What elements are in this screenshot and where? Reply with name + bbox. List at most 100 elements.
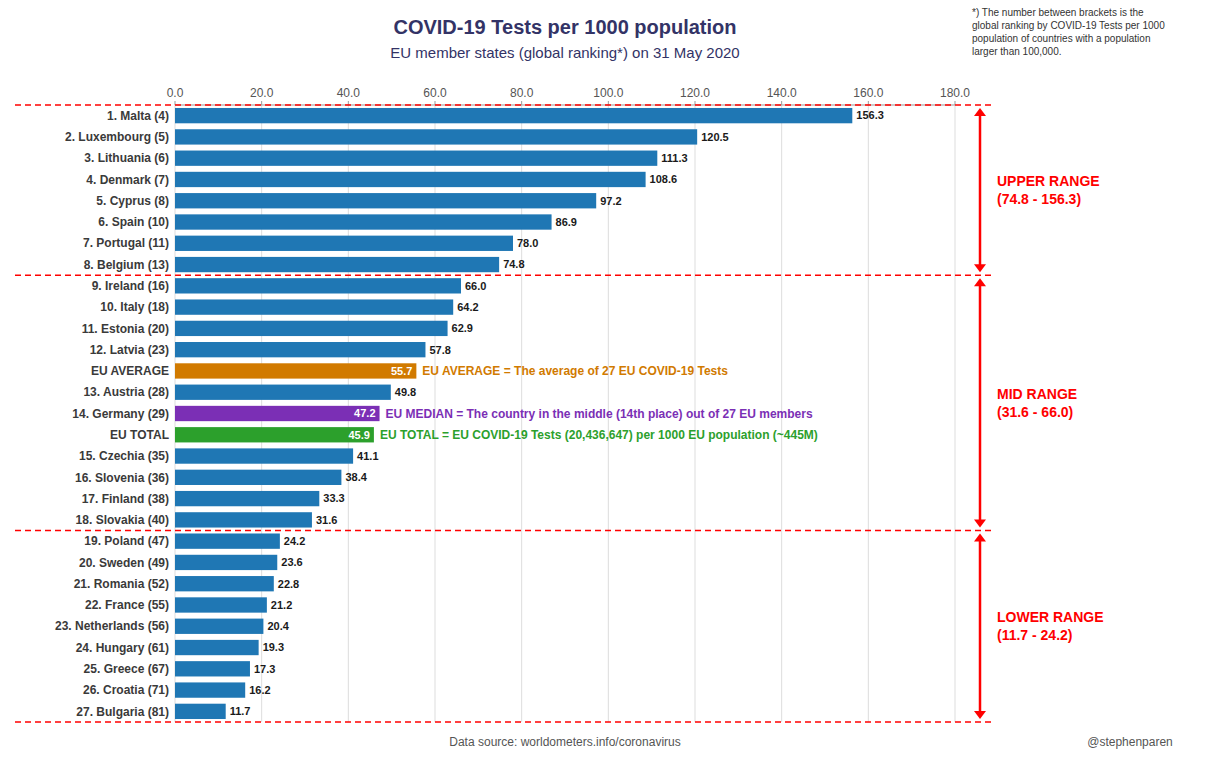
tick-label: 100.0 [593, 86, 623, 100]
range-arrow-head [974, 278, 986, 286]
value-label: 11.7 [230, 705, 251, 717]
value-label: 57.8 [429, 344, 450, 356]
tick-label: 180.0 [940, 86, 970, 100]
bar [175, 448, 353, 463]
range-separator [15, 530, 995, 532]
value-label: 31.6 [316, 514, 337, 526]
bar [175, 363, 416, 378]
category-label: EU TOTAL [110, 428, 169, 442]
category-label: 3. Lithuania (6) [84, 151, 169, 165]
range-arrow [979, 541, 982, 712]
bar [175, 214, 552, 229]
value-label: 45.9 [348, 429, 369, 441]
range-arrow-head [974, 264, 986, 272]
bars [175, 108, 852, 719]
bar [175, 406, 380, 421]
credit: @stephenparen [1087, 735, 1173, 749]
value-label: 64.2 [457, 301, 478, 313]
value-label: 120.5 [701, 131, 729, 143]
range-separator [15, 104, 995, 106]
tick-label: 80.0 [510, 86, 534, 100]
range-arrow-head [974, 108, 986, 116]
value-label: 23.6 [281, 556, 302, 568]
value-label: 33.3 [323, 492, 344, 504]
category-label: 5. Cyprus (8) [96, 194, 169, 208]
text-line: MID RANGE [997, 386, 1077, 402]
bar [175, 236, 513, 251]
bar [175, 172, 646, 187]
range-separator [15, 274, 995, 276]
category-label: 27. Bulgaria (81) [76, 705, 169, 719]
bar [175, 151, 657, 166]
bar [175, 321, 448, 336]
category-label: 19. Poland (47) [84, 534, 169, 548]
text-line: (74.8 - 156.3) [997, 191, 1081, 207]
category-label: 26. Croatia (71) [83, 683, 169, 697]
tick-mark [781, 101, 782, 105]
bar [175, 470, 341, 485]
value-label: 55.7 [391, 365, 412, 377]
text-line: larger than 100,000. [972, 46, 1062, 57]
range-label: LOWER RANGE (11.7 - 24.2) [997, 609, 1104, 643]
category-label: 16. Slovenia (36) [75, 471, 169, 485]
range-arrow-head [974, 534, 986, 542]
datasource: Data source: worldometers.info/coronavir… [449, 735, 680, 749]
bar [175, 427, 374, 442]
value-label: 111.3 [661, 152, 687, 164]
bar [175, 193, 596, 208]
category-label: 1. Malta (4) [107, 109, 169, 123]
range-arrow [979, 115, 982, 265]
text-line: (31.6 - 66.0) [997, 404, 1073, 420]
value-label: 74.8 [503, 258, 524, 270]
subtitle: EU member states (global ranking*) on 31… [390, 44, 739, 61]
category-label: 2. Luxembourg (5) [65, 130, 169, 144]
value-label: 16.2 [249, 684, 270, 696]
value-label: 24.2 [284, 535, 305, 547]
category-label: EU AVERAGE [91, 364, 169, 378]
range-label: UPPER RANGE (74.8 - 156.3) [997, 173, 1100, 207]
category-label: 22. France (55) [85, 598, 169, 612]
tick-label: 120.0 [680, 86, 710, 100]
tick-label: 60.0 [423, 86, 447, 100]
category-label: 14. Germany (29) [72, 407, 169, 421]
category-label: 9. Ireland (16) [92, 279, 169, 293]
category-label: 13. Austria (28) [83, 385, 169, 399]
category-label: 23. Netherlands (56) [55, 619, 169, 633]
ranges [15, 105, 995, 722]
bar [175, 619, 263, 634]
annotation: EU TOTAL = EU COVID-19 Tests (20,436,647… [380, 428, 818, 442]
category-label: 6. Spain (10) [98, 215, 169, 229]
category-label: 20. Sweden (49) [79, 556, 169, 570]
tick-label: 160.0 [853, 86, 883, 100]
category-label: 8. Belgium (13) [84, 258, 169, 272]
text-line: population of countries with a populatio… [972, 33, 1150, 44]
value-label: 49.8 [395, 386, 416, 398]
category-label: 10. Italy (18) [100, 300, 169, 314]
value-label: 20.4 [267, 620, 289, 632]
bar [175, 342, 425, 357]
category-label: 4. Denmark (7) [86, 173, 169, 187]
range-separator [15, 721, 995, 723]
category-label: 15. Czechia (35) [79, 449, 169, 463]
text-line: (11.7 - 24.2) [997, 627, 1073, 643]
category-label: 18. Slovakia (40) [76, 513, 169, 527]
value-label: 86.9 [556, 216, 577, 228]
value-label: 17.3 [254, 663, 275, 675]
bar [175, 661, 250, 676]
value-label: 97.2 [600, 195, 621, 207]
text-line: UPPER RANGE [997, 173, 1100, 189]
bar [175, 597, 267, 612]
background [0, 0, 1229, 757]
category-label: 25. Greece (67) [84, 662, 169, 676]
bar [175, 108, 852, 123]
annotation: EU MEDIAN = The country in the middle (1… [386, 407, 813, 421]
bar [175, 129, 697, 144]
annotation: EU AVERAGE = The average of 27 EU COVID-… [422, 364, 728, 378]
range-arrow-head [974, 711, 986, 719]
value-label: 21.2 [271, 599, 292, 611]
range-label: MID RANGE (31.6 - 66.0) [997, 386, 1077, 420]
category-label: 11. Estonia (20) [82, 322, 169, 336]
bar [175, 682, 245, 697]
value-label: 62.9 [452, 322, 473, 334]
text-line: LOWER RANGE [997, 609, 1104, 625]
